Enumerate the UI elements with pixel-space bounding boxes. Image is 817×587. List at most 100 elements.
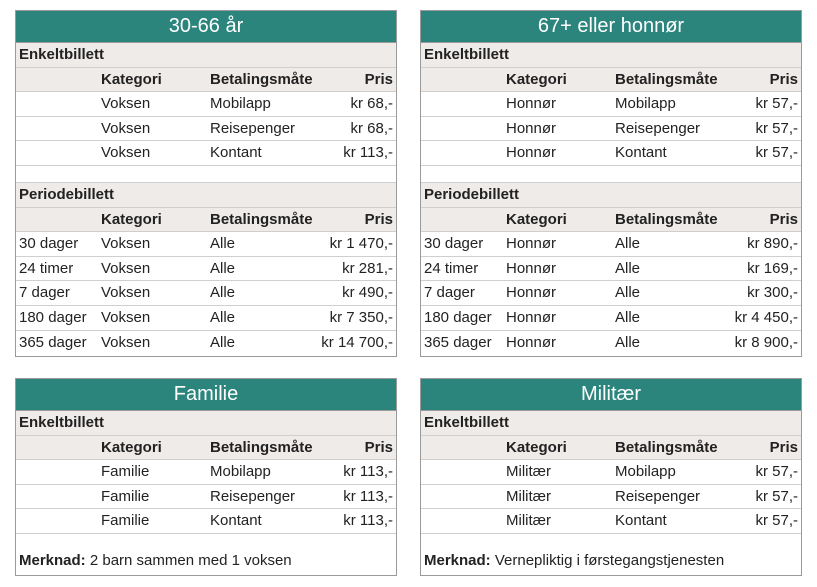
- payment-cell: Alle: [615, 333, 641, 351]
- header-cell: Pris: [769, 70, 798, 88]
- empty-cell: [19, 141, 101, 166]
- category-cell: Voksen: [101, 119, 151, 137]
- payment-cell: Alle: [615, 284, 641, 302]
- category-cell: Voksen: [101, 333, 151, 351]
- empty-cell: [19, 460, 101, 485]
- note-label: Merknad:: [19, 552, 86, 569]
- section-title-row: Periodebillett: [421, 182, 801, 208]
- spacer-row: [16, 534, 396, 550]
- column-header-row: Kategori Betalingsmåte Pris: [16, 67, 396, 93]
- section-title-row: Enkeltbillett: [16, 411, 396, 436]
- section-title: Enkeltbillett: [19, 46, 105, 63]
- category-cell: Honnør: [506, 333, 557, 351]
- payment-cell: Mobilapp: [210, 95, 271, 113]
- column-header-row: Kategori Betalingsmåte Pris: [421, 435, 801, 461]
- column-header-row: Kategori Betalingsmåte Pris: [421, 67, 801, 93]
- table-row: Militær Reisepenger kr 57,-: [421, 485, 801, 510]
- price-cell: kr 14 700,-: [321, 333, 393, 351]
- table-row: Familie Reisepenger kr 113,-: [16, 485, 396, 510]
- table-row: 24 timer Honnør Alle kr 169,-: [421, 257, 801, 282]
- table-row: 30 dager Honnør Alle kr 890,-: [421, 232, 801, 257]
- section-title-row: Enkeltbillett: [421, 43, 801, 68]
- price-cell: kr 169,-: [747, 259, 798, 277]
- empty-cell: [424, 92, 506, 117]
- table-row: Voksen Reisepenger kr 68,-: [16, 117, 396, 142]
- table-row: Honnør Reisepenger kr 57,-: [421, 117, 801, 142]
- category-cell: Honnør: [506, 144, 557, 162]
- price-cell: kr 68,-: [350, 119, 393, 137]
- section-title: Periodebillett: [424, 185, 520, 203]
- empty-cell: [19, 485, 101, 510]
- header-cell: [424, 68, 506, 93]
- category-cell: Militær: [506, 463, 551, 481]
- price-cell: kr 300,-: [747, 284, 798, 302]
- payment-cell: Kontant: [210, 512, 262, 530]
- table-row: Familie Mobilapp kr 113,-: [16, 460, 396, 485]
- price-cell: kr 57,-: [755, 512, 798, 530]
- price-cell: kr 113,-: [343, 463, 393, 481]
- header-cell: Betalingsmåte: [210, 70, 313, 88]
- header-cell: Kategori: [506, 70, 567, 88]
- header-cell: Betalingsmåte: [615, 438, 718, 456]
- table-row: 365 dager Honnør Alle kr 8 900,-: [421, 331, 801, 356]
- table-row: Voksen Mobilapp kr 68,-: [16, 92, 396, 117]
- panel-title: 30-66 år: [16, 11, 396, 43]
- price-cell: kr 57,-: [755, 144, 798, 162]
- panel: Familie Enkeltbillett Kategori Betalingsmåt…: [15, 378, 397, 576]
- period-cell: 180 dager: [19, 308, 87, 326]
- payment-cell: Kontant: [615, 512, 667, 530]
- table-row: Militær Mobilapp kr 57,-: [421, 460, 801, 485]
- period-cell: 365 dager: [19, 333, 87, 351]
- price-cell: kr 68,-: [350, 95, 393, 113]
- table-row: Familie Kontant kr 113,-: [16, 509, 396, 534]
- header-cell: [19, 436, 101, 461]
- panel-title: 67+ eller honnør: [421, 11, 801, 43]
- price-cell: kr 7 350,-: [329, 308, 393, 326]
- price-cell: kr 890,-: [747, 235, 798, 253]
- payment-cell: Alle: [210, 259, 236, 277]
- category-cell: Honnør: [506, 308, 557, 326]
- payment-cell: Mobilapp: [615, 463, 676, 481]
- category-cell: Voksen: [101, 259, 151, 277]
- table-row: 180 dager Honnør Alle kr 4 450,-: [421, 306, 801, 331]
- table-row: Honnør Mobilapp kr 57,-: [421, 92, 801, 117]
- header-cell: [424, 208, 506, 233]
- price-cell: kr 281,-: [342, 259, 393, 277]
- section-title: Enkeltbillett: [19, 414, 105, 431]
- category-cell: Honnør: [506, 119, 557, 137]
- table-row: Honnør Kontant kr 57,-: [421, 141, 801, 166]
- table-row: 180 dager Voksen Alle kr 7 350,-: [16, 306, 396, 331]
- header-cell: Betalingsmåte: [210, 210, 313, 228]
- empty-cell: [19, 509, 101, 534]
- period-cell: 30 dager: [19, 235, 79, 253]
- category-cell: Honnør: [506, 284, 557, 302]
- spacer-row: [421, 534, 801, 550]
- empty-cell: [19, 117, 101, 142]
- header-cell: Kategori: [101, 438, 162, 456]
- panel-title: Familie: [16, 379, 396, 411]
- price-cell: kr 57,-: [755, 95, 798, 113]
- payment-cell: Reisepenger: [615, 119, 701, 137]
- payment-cell: Mobilapp: [615, 95, 676, 113]
- note-text: 2 barn sammen med 1 voksen: [89, 552, 292, 569]
- payment-cell: Alle: [615, 308, 641, 326]
- spacer-row: [16, 166, 396, 183]
- panel: 30-66 år Enkeltbillett Kategori Betalingsmå…: [15, 10, 397, 357]
- period-cell: 365 dager: [424, 333, 492, 351]
- payment-cell: Mobilapp: [210, 463, 271, 481]
- table-row: 7 dager Voksen Alle kr 490,-: [16, 281, 396, 306]
- payment-cell: Reisepenger: [210, 487, 296, 505]
- panel: Militær Enkeltbillett Kategori Betalingsmåt…: [420, 378, 802, 576]
- category-cell: Familie: [101, 463, 150, 481]
- category-cell: Familie: [101, 512, 150, 530]
- table-row: 7 dager Honnør Alle kr 300,-: [421, 281, 801, 306]
- header-cell: [424, 436, 506, 461]
- period-cell: 7 dager: [19, 284, 70, 302]
- section-title-row: Enkeltbillett: [16, 43, 396, 68]
- category-cell: Voksen: [101, 144, 151, 162]
- column-header-row: Kategori Betalingsmåte Pris: [16, 207, 396, 233]
- payment-cell: Alle: [210, 333, 236, 351]
- table-row: Militær Kontant kr 57,-: [421, 509, 801, 534]
- category-cell: Honnør: [506, 95, 557, 113]
- spacer-row: [421, 166, 801, 183]
